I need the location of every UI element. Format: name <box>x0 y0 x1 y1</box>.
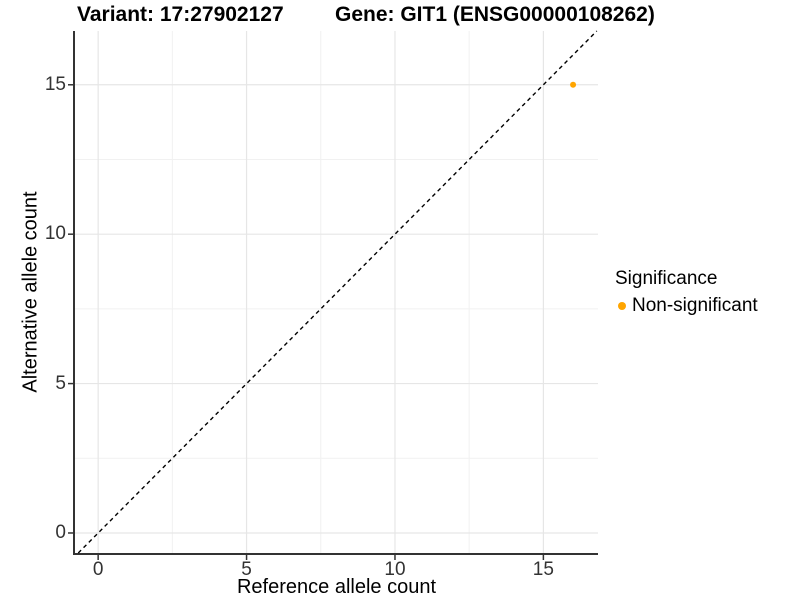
plot-canvas <box>68 30 598 560</box>
y-tick-label: 10 <box>44 223 66 245</box>
x-tick-label: 0 <box>92 559 104 580</box>
x-tick-label: 15 <box>532 559 554 580</box>
y-axis-title: Alternative allele count <box>19 191 42 393</box>
legend-title: Significance <box>615 268 718 289</box>
plot-panel <box>68 30 598 560</box>
legend-point-icon <box>618 302 626 310</box>
plot-title-variant: Variant: 17:27902127 <box>77 3 284 26</box>
y-tick-label: 0 <box>55 521 66 543</box>
x-tick-label: 10 <box>384 559 406 580</box>
legend-item: Non-significant <box>615 295 758 317</box>
identity-dashed-line <box>77 30 598 554</box>
data-point <box>570 81 577 88</box>
plot-title-gene: Gene: GIT1 (ENSG00000108262) <box>335 3 655 26</box>
y-tick-label: 15 <box>44 73 66 95</box>
legend: Significance Non-significant <box>615 268 758 317</box>
x-tick-label: 5 <box>241 559 252 580</box>
y-tick-label: 5 <box>55 372 66 394</box>
legend-item-label: Non-significant <box>632 295 758 316</box>
x-axis-title: Reference allele count <box>236 576 436 598</box>
